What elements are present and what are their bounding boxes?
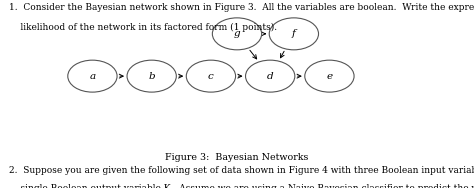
Text: 1.  Consider the Bayesian network shown in Figure 3.  All the variables are bool: 1. Consider the Bayesian network shown i… <box>9 3 474 12</box>
Ellipse shape <box>68 60 117 92</box>
Ellipse shape <box>212 18 262 50</box>
Ellipse shape <box>186 60 236 92</box>
Ellipse shape <box>269 18 319 50</box>
Text: single Boolean output variable K.  Assume we are using a Naive Bayesian classifi: single Boolean output variable K. Assume… <box>9 184 474 188</box>
Text: e: e <box>327 72 332 81</box>
Ellipse shape <box>127 60 176 92</box>
Text: 2.  Suppose you are given the following set of data shown in Figure 4 with three: 2. Suppose you are given the following s… <box>9 166 474 175</box>
Text: f: f <box>292 29 296 38</box>
Ellipse shape <box>246 60 295 92</box>
Text: b: b <box>148 72 155 81</box>
Text: a: a <box>90 72 95 81</box>
Text: c: c <box>208 72 214 81</box>
Text: likelihood of the network in its factored form (1 points).: likelihood of the network in its factore… <box>9 23 277 32</box>
Text: g: g <box>234 29 240 38</box>
Text: d: d <box>267 72 273 81</box>
Text: Figure 3:  Bayesian Networks: Figure 3: Bayesian Networks <box>165 153 309 162</box>
Ellipse shape <box>305 60 354 92</box>
